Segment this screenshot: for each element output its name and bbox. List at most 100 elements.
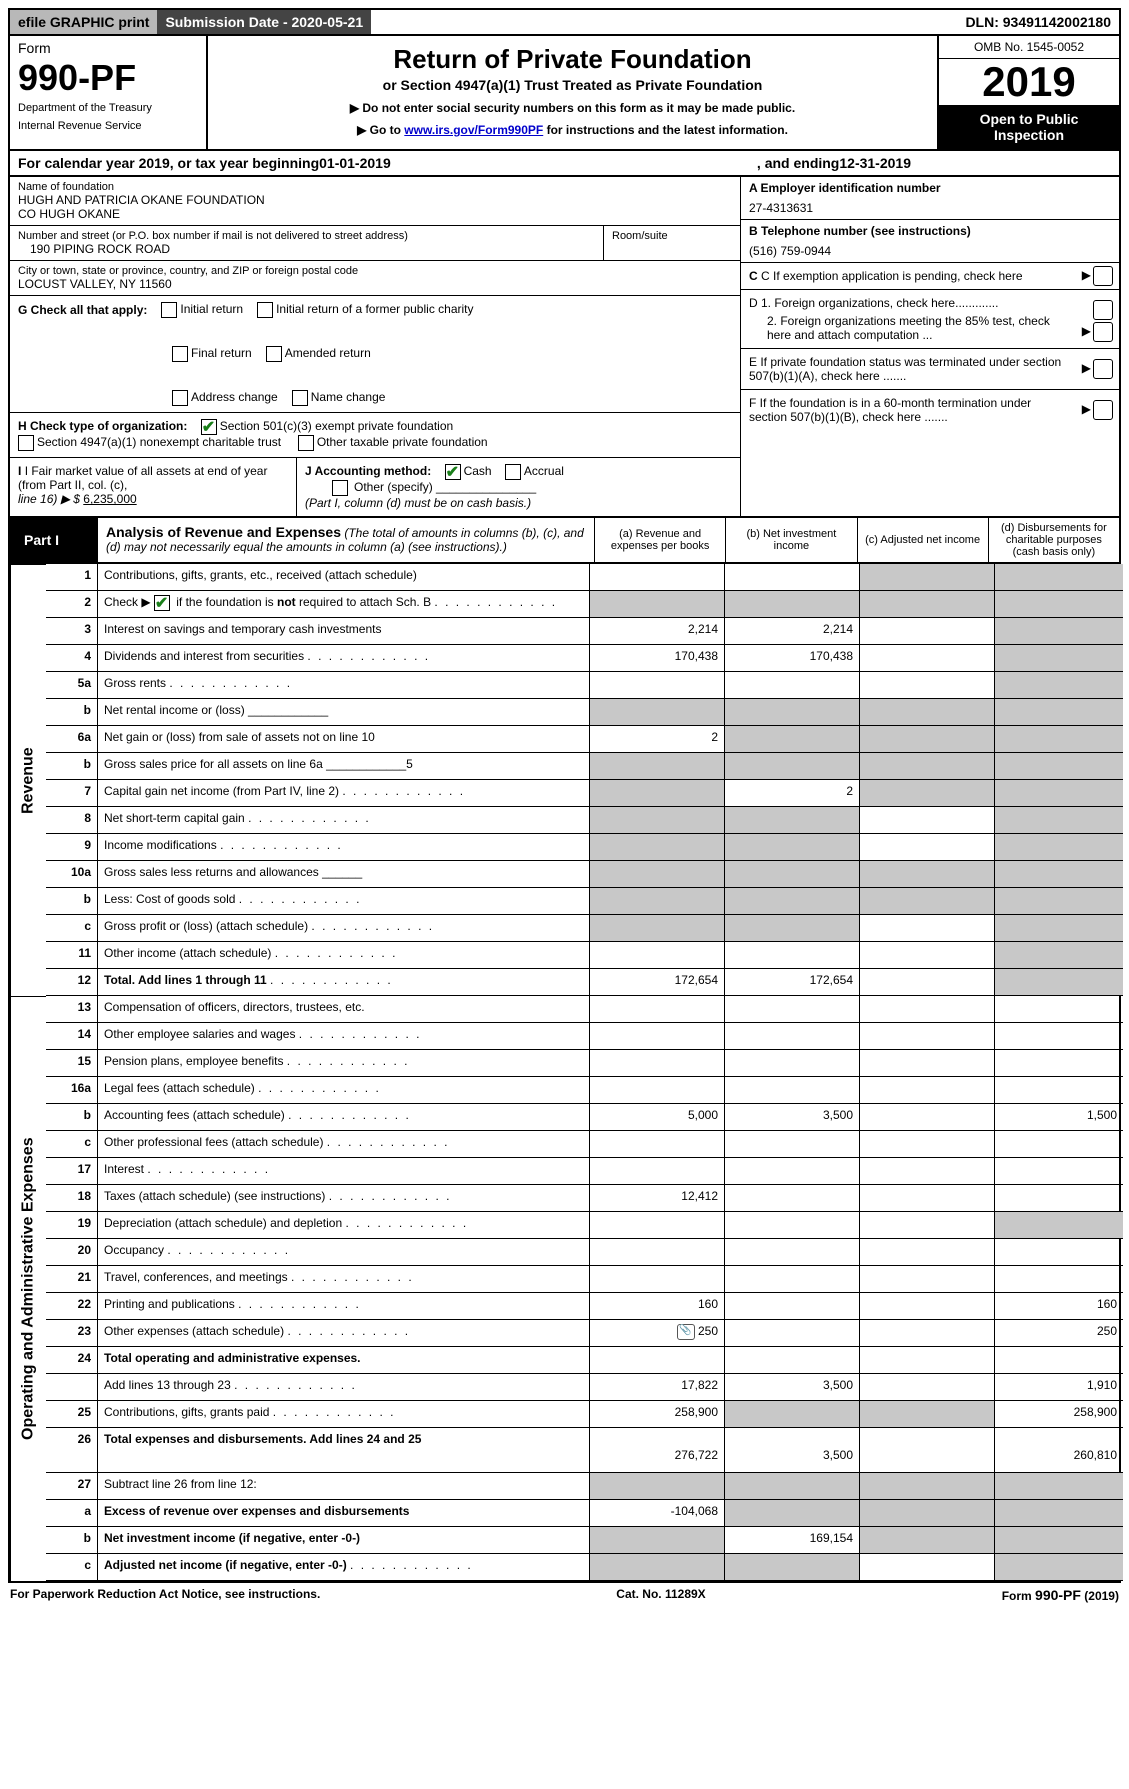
col-d-value <box>995 888 1123 915</box>
dept-treasury: Department of the Treasury <box>18 102 198 114</box>
submission-date: Submission Date - 2020-05-21 <box>157 10 371 34</box>
col-a-value <box>590 1266 725 1293</box>
g-opt-initial-former[interactable]: Initial return of a former public charit… <box>257 302 473 318</box>
g-opt-amended[interactable]: Amended return <box>266 346 371 362</box>
checkbox-icon[interactable] <box>172 390 188 406</box>
calyear-mid: , and ending <box>757 155 839 171</box>
line-description: Accounting fees (attach schedule) <box>98 1104 590 1131</box>
street-row: Number and street (or P.O. box number if… <box>10 226 740 261</box>
ein-value: 27-4313631 <box>749 201 1111 215</box>
checkbox-icon[interactable] <box>266 346 282 362</box>
i-value: 6,235,000 <box>83 492 136 506</box>
line-description: Interest on savings and temporary cash i… <box>98 618 590 645</box>
top-bar: efile GRAPHIC print Submission Date - 20… <box>8 8 1121 36</box>
j-cash[interactable]: Cash <box>445 464 492 478</box>
col-b-value <box>725 1500 860 1527</box>
col-c-value <box>860 591 995 618</box>
col-d-value <box>995 591 1123 618</box>
checkbox-icon[interactable] <box>161 302 177 318</box>
checkbox-icon[interactable] <box>505 464 521 480</box>
foundation-name-cell: Name of foundation HUGH AND PATRICIA OKA… <box>10 177 740 226</box>
col-d-value: 1,910 <box>995 1374 1123 1401</box>
checkbox-icon[interactable] <box>298 435 314 451</box>
checkbox-icon[interactable] <box>1093 322 1113 342</box>
line-description: Travel, conferences, and meetings <box>98 1266 590 1293</box>
col-c-value <box>860 672 995 699</box>
col-c-value <box>860 1500 995 1527</box>
checkbox-checked-icon[interactable] <box>201 419 217 435</box>
col-c-value <box>860 564 995 591</box>
col-a-value <box>590 1077 725 1104</box>
col-a-value: 📎 250 <box>590 1320 725 1347</box>
checkbox-icon[interactable] <box>292 390 308 406</box>
col-b-value <box>725 1473 860 1500</box>
line-number: b <box>46 888 98 915</box>
line-description: Total operating and administrative expen… <box>98 1347 590 1374</box>
omb-number: OMB No. 1545-0052 <box>939 36 1119 59</box>
h-opt-501c3[interactable]: Section 501(c)(3) exempt private foundat… <box>201 419 453 433</box>
checkbox-icon[interactable] <box>1093 300 1113 320</box>
form-number: 990-PF <box>18 60 198 96</box>
col-c-value <box>860 1266 995 1293</box>
col-c-value <box>860 780 995 807</box>
col-c-value <box>860 645 995 672</box>
attachment-icon[interactable]: 📎 <box>677 1324 695 1340</box>
tax-year: 2019 <box>939 59 1119 105</box>
form-subtitle: or Section 4947(a)(1) Trust Treated as P… <box>216 77 929 93</box>
checkbox-icon[interactable] <box>332 480 348 496</box>
col-a-header: (a) Revenue and expenses per books <box>595 518 726 562</box>
col-c-value <box>860 699 995 726</box>
col-c-value <box>860 726 995 753</box>
instr2-post: for instructions and the latest informat… <box>543 123 788 137</box>
col-b-value <box>725 1212 860 1239</box>
col-b-value: 2 <box>725 780 860 807</box>
line-number: b <box>46 1527 98 1554</box>
c-label: C If exemption application is pending, c… <box>761 269 1023 283</box>
line-description: Net short-term capital gain <box>98 807 590 834</box>
part1-title: Analysis of Revenue and Expenses <box>106 524 341 540</box>
e-label: E If private foundation status was termi… <box>749 355 1111 383</box>
j-accrual[interactable]: Accrual <box>505 464 564 478</box>
col-d-value <box>995 1239 1123 1266</box>
g-opt-address[interactable]: Address change <box>172 390 278 406</box>
col-b-value <box>725 591 860 618</box>
col-d-value <box>995 1131 1123 1158</box>
col-c-value <box>860 1077 995 1104</box>
line-number: 6a <box>46 726 98 753</box>
col-d-value <box>995 1077 1123 1104</box>
line-description: Adjusted net income (if negative, enter … <box>98 1554 590 1581</box>
j-other[interactable]: Other (specify) _______________ <box>332 480 536 494</box>
efile-label[interactable]: efile GRAPHIC print <box>10 10 157 34</box>
h-opt-4947[interactable]: Section 4947(a)(1) nonexempt charitable … <box>18 435 281 449</box>
checkbox-icon[interactable] <box>257 302 273 318</box>
line-description: Legal fees (attach schedule) <box>98 1077 590 1104</box>
col-c-value <box>860 1104 995 1131</box>
h-opt-other[interactable]: Other taxable private foundation <box>298 435 488 449</box>
col-c-value <box>860 1212 995 1239</box>
col-a-value <box>590 942 725 969</box>
col-b-value <box>725 1293 860 1320</box>
g-opt-initial[interactable]: Initial return <box>161 302 243 318</box>
line-description: Depreciation (attach schedule) and deple… <box>98 1212 590 1239</box>
line-number: 19 <box>46 1212 98 1239</box>
col-b-value <box>725 807 860 834</box>
g-opt-final[interactable]: Final return <box>172 346 252 362</box>
checkbox-icon[interactable] <box>1093 359 1113 379</box>
line-description: Other employee salaries and wages <box>98 1023 590 1050</box>
city-cell: City or town, state or province, country… <box>10 261 740 296</box>
checkbox-icon[interactable] <box>172 346 188 362</box>
line-number: 9 <box>46 834 98 861</box>
line-description: Add lines 13 through 23 <box>98 1374 590 1401</box>
g-opt-3-label: Amended return <box>285 346 371 360</box>
line-number: b <box>46 753 98 780</box>
checkbox-icon[interactable] <box>18 435 34 451</box>
col-b-value <box>725 888 860 915</box>
checkbox-icon[interactable] <box>1093 400 1113 420</box>
col-b-value <box>725 1347 860 1374</box>
checkbox-icon[interactable] <box>1093 266 1113 286</box>
g-opt-name[interactable]: Name change <box>292 390 386 406</box>
col-a-value: 172,654 <box>590 969 725 996</box>
instructions-link[interactable]: www.irs.gov/Form990PF <box>404 123 543 137</box>
col-b-value <box>725 1320 860 1347</box>
checkbox-checked-icon[interactable] <box>445 464 461 480</box>
